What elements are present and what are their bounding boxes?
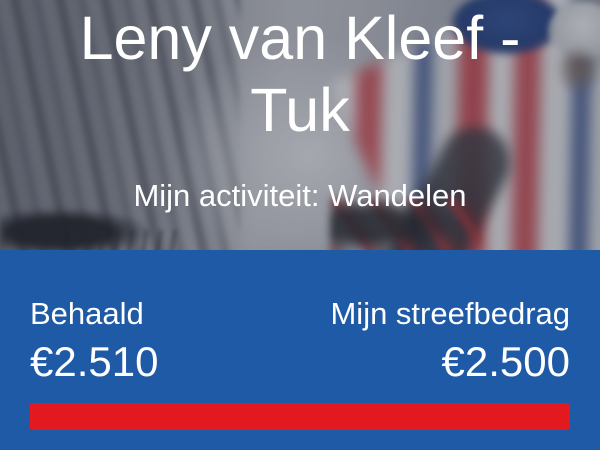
fundraising-stats-panel: Behaald €2.510 Mijn streefbedrag €2.500 [0, 250, 600, 450]
target-stat: Mijn streefbedrag €2.500 [330, 294, 570, 387]
bike-handlebar [330, 198, 480, 250]
amounts-row: Behaald €2.510 Mijn streefbedrag €2.500 [30, 294, 570, 387]
blue-helmet [452, 0, 562, 54]
page-title: Leny van Kleef - Tuk [79, 4, 521, 144]
cyclist-face [556, 48, 600, 94]
progress-bar-track [30, 403, 570, 430]
achieved-amount: €2.510 [30, 338, 159, 385]
target-label: Mijn streefbedrag [330, 296, 570, 331]
photo-darkening-overlay [0, 0, 600, 250]
activity-subtitle: Mijn activiteit: Wandelen [133, 178, 467, 213]
progress-bar-fill [30, 403, 570, 430]
achieved-stat: Behaald €2.510 [30, 294, 158, 387]
achieved-label: Behaald [30, 296, 144, 331]
target-amount: €2.500 [441, 338, 570, 385]
bike-spokes [60, 230, 180, 250]
hero-text-block: Leny van Kleef - Tuk Mijn activiteit: Wa… [79, 4, 521, 213]
hero-banner: Leny van Kleef - Tuk Mijn activiteit: Wa… [0, 0, 600, 250]
hero-photo [0, 0, 600, 250]
